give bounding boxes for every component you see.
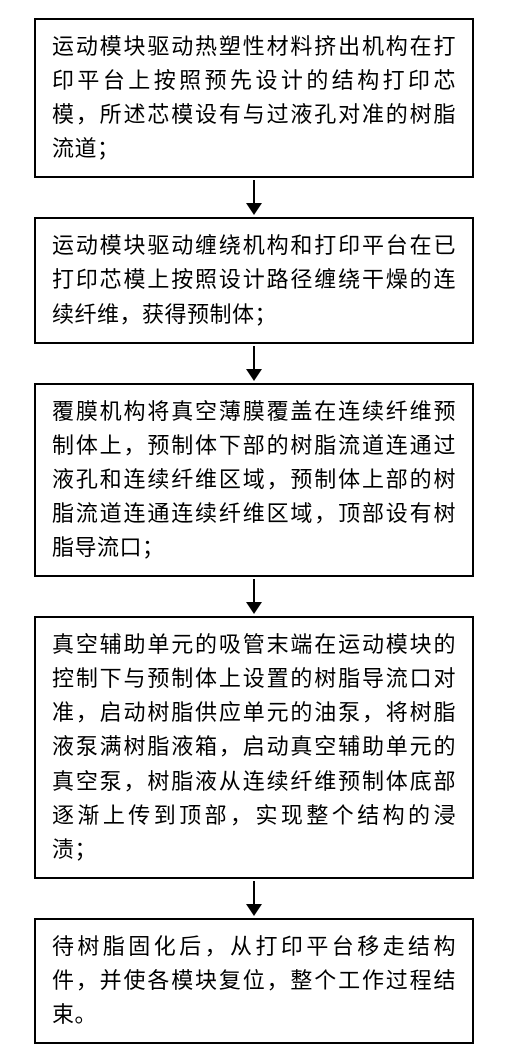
flowchart-step-5: 待树脂固化后，从打印平台移走结构件，并使各模块复位，整个工作过程结束。	[34, 918, 474, 1044]
arrow-line	[253, 180, 255, 204]
flowchart-step-2: 运动模块驱动缠绕机构和打印平台在已打印芯模上按照设计路径缠绕干燥的连续纤维，获得…	[34, 217, 474, 343]
flowchart-step-text: 真空辅助单元的吸管末端在运动模块的控制下与预制体上设置的树脂导流口对准，启动树脂…	[52, 628, 456, 867]
flowchart-arrow	[246, 346, 262, 381]
arrow-head-icon	[246, 602, 262, 614]
flowchart-arrow	[246, 180, 262, 215]
flowchart-step-4: 真空辅助单元的吸管末端在运动模块的控制下与预制体上设置的树脂导流口对准，启动树脂…	[34, 616, 474, 879]
arrow-line	[253, 579, 255, 603]
flowchart-container: 运动模块驱动热塑性材料挤出机构在打印平台上按照预先设计的结构打印芯模，所述芯模设…	[0, 0, 508, 1044]
flowchart-arrow	[246, 579, 262, 614]
arrow-line	[253, 346, 255, 370]
flowchart-step-3: 覆膜机构将真空薄膜覆盖在连续纤维预制体上，预制体下部的树脂流道连通过液孔和连续纤…	[34, 383, 474, 577]
flowchart-step-text: 覆膜机构将真空薄膜覆盖在连续纤维预制体上，预制体下部的树脂流道连通过液孔和连续纤…	[52, 395, 456, 565]
flowchart-step-text: 运动模块驱动热塑性材料挤出机构在打印平台上按照预先设计的结构打印芯模，所述芯模设…	[52, 30, 456, 166]
arrow-head-icon	[246, 369, 262, 381]
flowchart-step-text: 待树脂固化后，从打印平台移走结构件，并使各模块复位，整个工作过程结束。	[52, 930, 456, 1032]
flowchart-arrow	[246, 881, 262, 916]
flowchart-step-1: 运动模块驱动热塑性材料挤出机构在打印平台上按照预先设计的结构打印芯模，所述芯模设…	[34, 18, 474, 178]
arrow-line	[253, 881, 255, 905]
flowchart-step-text: 运动模块驱动缠绕机构和打印平台在已打印芯模上按照设计路径缠绕干燥的连续纤维，获得…	[52, 229, 456, 331]
arrow-head-icon	[246, 203, 262, 215]
arrow-head-icon	[246, 904, 262, 916]
